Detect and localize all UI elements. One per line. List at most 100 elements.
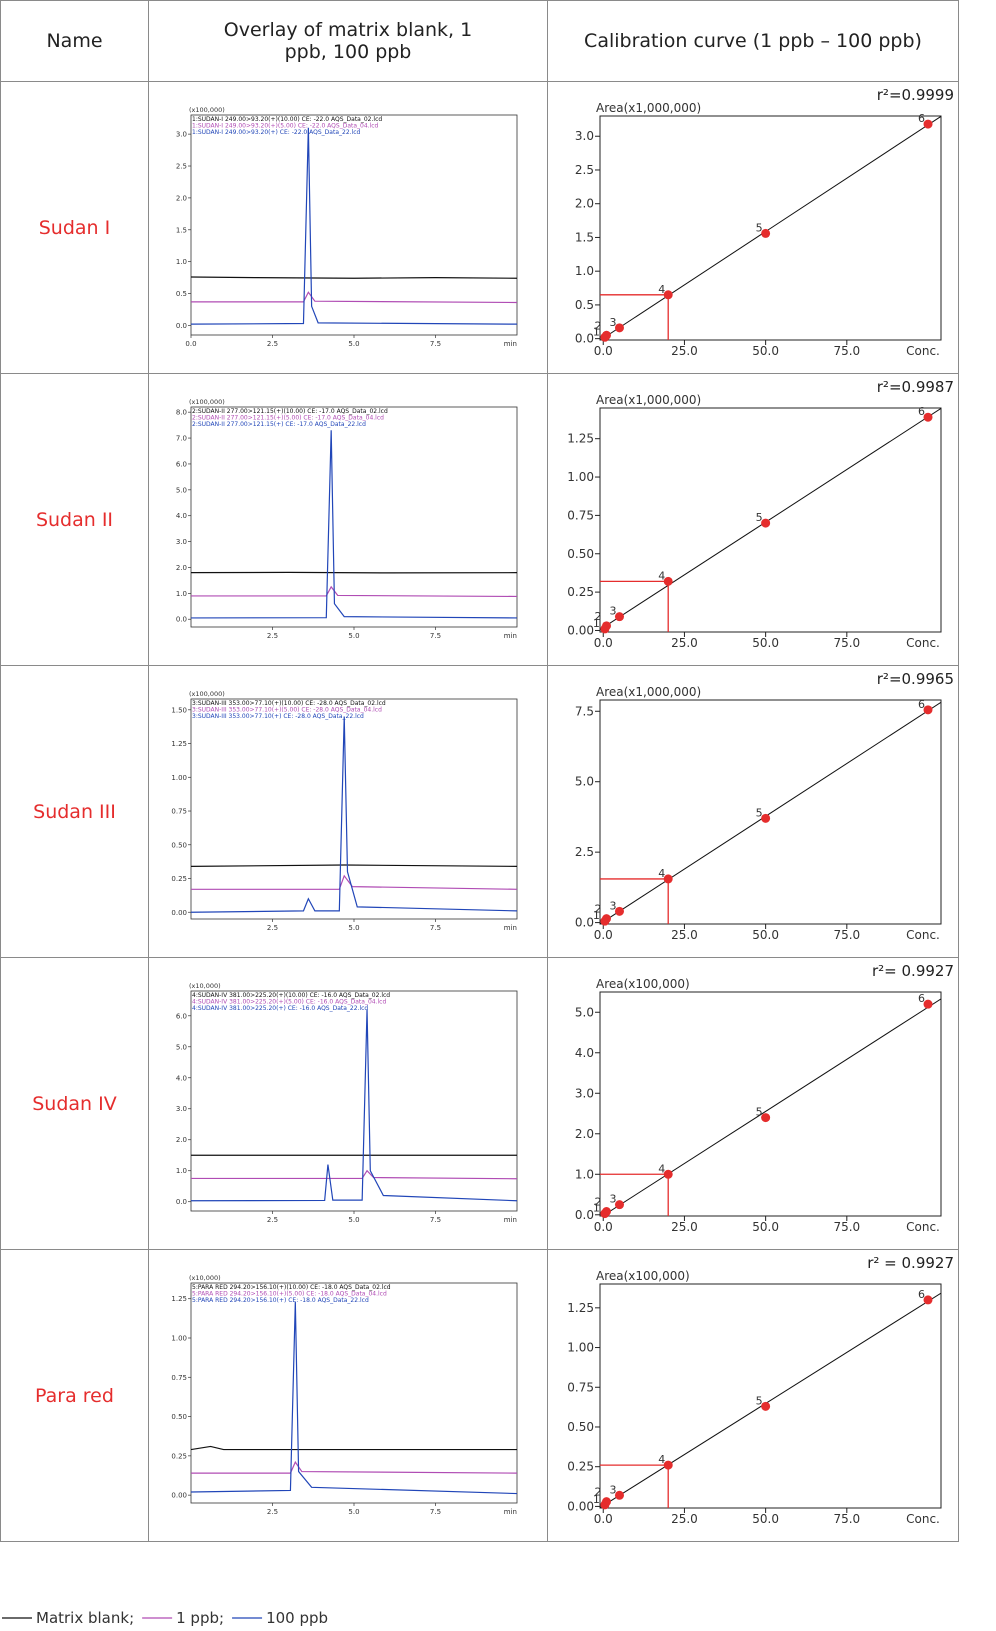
calibration-point [663, 1169, 673, 1179]
trace [191, 585, 517, 597]
calibration-cell: r² = 0.9927 Area(x100,000) Conc. 0.00 0.25 0.… [547, 1249, 959, 1542]
point-label: 6 [918, 697, 925, 710]
x-unit: min [504, 632, 517, 640]
x-tick-label: 0.0 [594, 344, 613, 358]
trace-label: 4:SUDAN-IV 381.00>225.20(+)(10.00) CE: -… [192, 992, 390, 999]
y-tick-label: 1.0 [176, 1167, 187, 1175]
fit-line [600, 1292, 941, 1508]
x-tick-label: 50.0 [752, 636, 779, 650]
point-label: 3 [609, 604, 616, 617]
calibration-point [923, 999, 933, 1009]
y-tick-label: 0.0 [575, 1207, 594, 1221]
x-tick-label: 75.0 [833, 1512, 860, 1526]
trace-label: 3:SUDAN-III 353.00>77.10(+) CE: -28.0 AQ… [192, 713, 364, 720]
y-tick-label: 0.0 [176, 615, 187, 623]
x-axis-label: Conc. [906, 928, 940, 942]
overlay-cell: (x100,000) 0.00 0.25 0.50 0.75 1.00 1.25 1.50 2.… [148, 665, 548, 958]
legend-label: 1 ppb; [176, 1609, 224, 1627]
point-label: 4 [658, 1162, 665, 1175]
x-tick-label: 2.5 [267, 340, 278, 348]
calibration-point [601, 913, 611, 923]
compound-name: Para red [35, 1384, 114, 1407]
header-name: Name [0, 0, 149, 82]
y-tick-label: 2.0 [176, 194, 187, 202]
point-label: 6 [918, 112, 925, 125]
trace-label: 2:SUDAN-II 277.00>121.15(+)(5.00) CE: -1… [192, 414, 384, 421]
x-tick-label: 25.0 [671, 928, 698, 942]
x-unit: min [504, 1216, 517, 1224]
traces [191, 1301, 517, 1494]
header-text: Calibration curve (1 ppb – 100 ppb) [584, 30, 922, 52]
legend: Matrix blank; 1 ppb; 100 ppb [2, 1609, 328, 1627]
y-tick-label: 1.25 [567, 1300, 594, 1314]
calibration-cell: r²=0.9999 Area(x1,000,000) Conc. 0.0 0.5 1.0 1… [547, 81, 959, 374]
calibration-chart: r²= 0.9927 Area(x100,000) Conc. 0.0 1.0 2.0 3.… [575, 962, 954, 1234]
trace-label: 3:SUDAN-III 353.00>77.10(+)(5.00) CE: -2… [192, 706, 382, 713]
y-tick-label: 0.25 [171, 875, 187, 883]
trace-label: 5:PARA RED 294.20>156.10(+)(10.00) CE: -… [192, 1284, 391, 1291]
x-tick-label: 7.5 [430, 924, 441, 932]
overlay-cell: (x100,000) 0.0 1.0 2.0 3.0 4.0 5.0 6.0 7.0 8.0 2.5… [148, 373, 548, 666]
compound-name: Sudan II [35, 508, 114, 531]
x-unit: min [504, 1508, 517, 1516]
trace-label: 3:SUDAN-III 353.00>77.10(+)(10.00) CE: -… [192, 700, 386, 707]
y-axis-label: Area(x1,000,000) [596, 101, 701, 115]
trace [191, 127, 517, 325]
x-axis-label: Conc. [906, 1512, 940, 1526]
y-tick-label: 1.50 [171, 706, 187, 714]
overlay-cell: (x10,000) 0.0 1.0 2.0 3.0 4.0 5.0 6.0 2.5 5.0 7.5 m… [148, 957, 548, 1250]
trace [191, 429, 517, 619]
data-row: Sudan III (x100,000) 0.00 0.25 0.50 0.75 1.00 1… [0, 665, 959, 958]
y-tick-label: 0.50 [171, 1413, 187, 1421]
trace-label: 2:SUDAN-II 277.00>121.15(+)(10.00) CE: -… [192, 408, 388, 415]
plot-frame [190, 1282, 518, 1503]
x-tick-label: 25.0 [671, 344, 698, 358]
x-tick-label: 7.5 [430, 1216, 441, 1224]
y-tick-label: 2.5 [575, 162, 594, 176]
trace [191, 1301, 517, 1494]
point-label: 2 [594, 902, 601, 915]
calibration-cell: r²=0.9987 Area(x1,000,000) Conc. 0.00 0.25 0.… [547, 373, 959, 666]
x-tick-label: 50.0 [752, 1512, 779, 1526]
fit-line [601, 997, 941, 1216]
calibration-point [761, 228, 771, 238]
x-tick-label: 7.5 [430, 632, 441, 640]
x-tick-label: 25.0 [671, 1512, 698, 1526]
point-label: 4 [658, 282, 665, 295]
trace [191, 290, 517, 303]
y-tick-label: 0.75 [567, 508, 594, 522]
point-label: 3 [609, 1483, 616, 1496]
plot-area [600, 1292, 941, 1508]
point-label: 3 [609, 1192, 616, 1205]
point-label: 1 [593, 325, 600, 338]
y-tick-label: 1.5 [176, 226, 187, 234]
scale-label: (x10,000) [189, 1274, 221, 1282]
point-label: 1 [593, 1201, 600, 1214]
data-row: Sudan IV (x10,000) 0.0 1.0 2.0 3.0 4.0 5.0 6.0 2.… [0, 957, 959, 1250]
plot-area [600, 997, 941, 1216]
plot-area [600, 115, 941, 340]
name-cell: Para red [0, 1249, 149, 1542]
chromatogram: (x10,000) 0.00 0.25 0.50 0.75 1.00 1.25 2.5 5.0 7… [171, 1274, 518, 1516]
point-label: 3 [609, 899, 616, 912]
calibration-point [601, 1496, 611, 1506]
y-tick-label: 0.50 [567, 1419, 594, 1433]
plot-frame [599, 699, 942, 924]
header-text: Overlay of matrix blank, 1 ppb, 100 ppb [223, 19, 473, 63]
y-tick-label: 0.75 [171, 1373, 187, 1381]
calibration-cell: r²= 0.9927 Area(x100,000) Conc. 0.0 1.0 2.0 3.… [547, 957, 959, 1250]
x-tick-label: 75.0 [833, 1220, 860, 1234]
y-tick-label: 1.25 [171, 1295, 187, 1303]
point-label: 4 [658, 569, 665, 582]
scale-label: (x100,000) [189, 106, 225, 114]
y-axis-label: Area(x1,000,000) [596, 393, 701, 407]
y-tick-label: 5.0 [176, 1043, 187, 1051]
y-tick-label: 5.0 [575, 774, 594, 788]
r-squared: r²=0.9965 [877, 670, 954, 688]
y-tick-label: 0.50 [567, 546, 594, 560]
x-tick-label: 5.0 [348, 340, 359, 348]
y-tick-label: 4.0 [176, 512, 187, 520]
y-tick-label: 3.0 [176, 130, 187, 138]
y-tick-label: 2.0 [575, 196, 594, 210]
traces [191, 127, 517, 325]
